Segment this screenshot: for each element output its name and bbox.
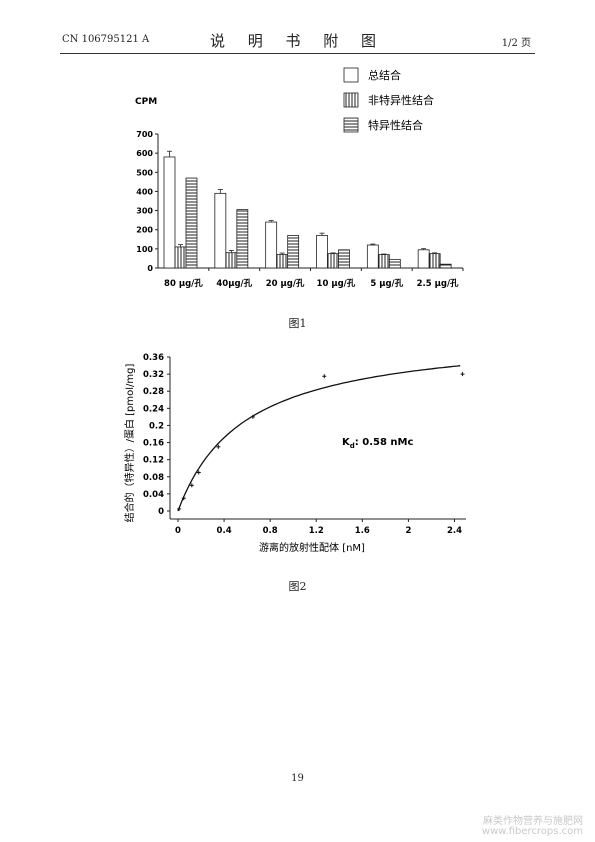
fig1-legend-swatch bbox=[343, 117, 359, 133]
watermark-line1: 麻类作物营养与施肥网 bbox=[483, 816, 583, 827]
fig1-category-label: 5 μg/孔 bbox=[370, 278, 403, 289]
fig2-axes: 0 0.04 0.08 0.12 0.16 0.2 0.24 0.28 0.32 0.36 0 0.4… bbox=[143, 353, 466, 536]
fig2-xtick-label: 2 bbox=[405, 526, 411, 536]
page-indicator: 1/2 页 bbox=[501, 38, 531, 49]
fig2-ytick-label: 0.24 bbox=[143, 404, 164, 414]
fig1-category-label: 80 μg/孔 bbox=[164, 278, 203, 289]
fig1-bar bbox=[163, 156, 176, 269]
fig1-ytick-label: 600 bbox=[136, 149, 153, 158]
fig1-bars bbox=[163, 150, 452, 269]
fig2-ylabel: 结合的（特异性）/蛋白 [pmol/mg] bbox=[123, 364, 136, 523]
fig1-ytick-label: 500 bbox=[136, 168, 153, 177]
fig1-legend-label: 非特异性结合 bbox=[368, 93, 434, 107]
fig1-category-label: 20 μg/孔 bbox=[266, 278, 305, 289]
fig1-bar bbox=[236, 209, 249, 269]
fig1-legend-label: 特异性结合 bbox=[368, 118, 423, 132]
fig1-bar bbox=[185, 177, 198, 269]
fig1-bar bbox=[174, 246, 187, 269]
fig1-bar bbox=[276, 254, 289, 269]
kd-prefix: K bbox=[342, 437, 351, 448]
figure2-caption: 图2 bbox=[288, 580, 307, 593]
fig1-bar bbox=[377, 254, 390, 269]
fig2-ytick-label: 0 bbox=[158, 507, 164, 517]
fig2-kd-annotation: Kd: 0.58 nMc bbox=[342, 437, 413, 450]
kd-subscript: d bbox=[350, 442, 355, 450]
fig1-category-label: 2.5 μg/孔 bbox=[417, 278, 459, 289]
kd-text: : 0.58 nMc bbox=[355, 437, 414, 448]
fig1-category-label: 40μg/孔 bbox=[216, 278, 252, 289]
fig1-bar bbox=[338, 249, 350, 269]
document-number: CN 106795121 A bbox=[62, 34, 150, 45]
figure1-caption: 图1 bbox=[288, 317, 307, 330]
fig2-xtick-label: 0.8 bbox=[263, 526, 278, 536]
fig2-ytick-label: 0.04 bbox=[143, 490, 164, 500]
fig2-xlabel: 游离的放射性配体 [nM] bbox=[259, 541, 365, 554]
fig2-ytick-label: 0.36 bbox=[143, 353, 164, 363]
fig2-fit-curve bbox=[177, 365, 461, 512]
fig2-ytick-label: 0.12 bbox=[143, 456, 164, 466]
page-number: 19 bbox=[291, 773, 304, 784]
header-rule bbox=[60, 53, 535, 54]
fig1-axes: 0 100 200 300 400 500 600 700 80 μg/孔 40μg/孔 20 μg… bbox=[136, 130, 464, 289]
fig2-xtick-label: 0.4 bbox=[217, 526, 232, 536]
fig1-bar bbox=[417, 249, 430, 269]
fig1-legend-swatch bbox=[343, 67, 359, 83]
fig1-bar bbox=[214, 192, 227, 269]
fig2-xtick-label: 1.6 bbox=[355, 526, 370, 536]
fig1-bar bbox=[439, 263, 452, 269]
fig1-bar bbox=[316, 235, 328, 269]
fig2-ytick-label: 0.2 bbox=[149, 421, 164, 431]
fig1-ytick-label: 700 bbox=[136, 130, 153, 139]
fig1-bar bbox=[428, 253, 441, 269]
fig1-ytick-label: 100 bbox=[136, 245, 153, 254]
fig1-category-label: 10 μg/孔 bbox=[317, 278, 356, 289]
fig1-bar bbox=[366, 244, 379, 269]
fig1-ytick-label: 200 bbox=[136, 226, 153, 235]
fig1-bar bbox=[287, 235, 300, 269]
fig1-ytick-label: 400 bbox=[136, 187, 153, 196]
fig2-ytick-label: 0.32 bbox=[143, 370, 164, 380]
section-title: 说 明 书 附 图 bbox=[209, 32, 386, 50]
fig1-ylabel: CPM bbox=[135, 97, 157, 107]
fig1-bar bbox=[225, 252, 238, 269]
fig1-ytick-label: 0 bbox=[147, 264, 153, 273]
fig2-plot bbox=[177, 365, 465, 512]
fig1-ytick-label: 300 bbox=[136, 207, 153, 216]
fig2-xtick-label: 0 bbox=[175, 526, 181, 536]
fig2-ytick-label: 0.28 bbox=[143, 387, 164, 397]
fig1-bar bbox=[265, 221, 278, 269]
fig1-legend-swatch bbox=[343, 92, 359, 108]
fig1-bar bbox=[327, 253, 339, 269]
fig2-xtick-label: 2.4 bbox=[447, 526, 462, 536]
watermark-line2: www.fibercrops.com bbox=[481, 826, 583, 837]
fig2-ytick-label: 0.16 bbox=[143, 439, 164, 449]
fig1-bar bbox=[388, 258, 401, 269]
fig2-xtick-label: 1.2 bbox=[309, 526, 324, 536]
fig1-legend-label: 总结合 bbox=[368, 68, 401, 82]
fig2-ytick-label: 0.08 bbox=[143, 473, 164, 483]
